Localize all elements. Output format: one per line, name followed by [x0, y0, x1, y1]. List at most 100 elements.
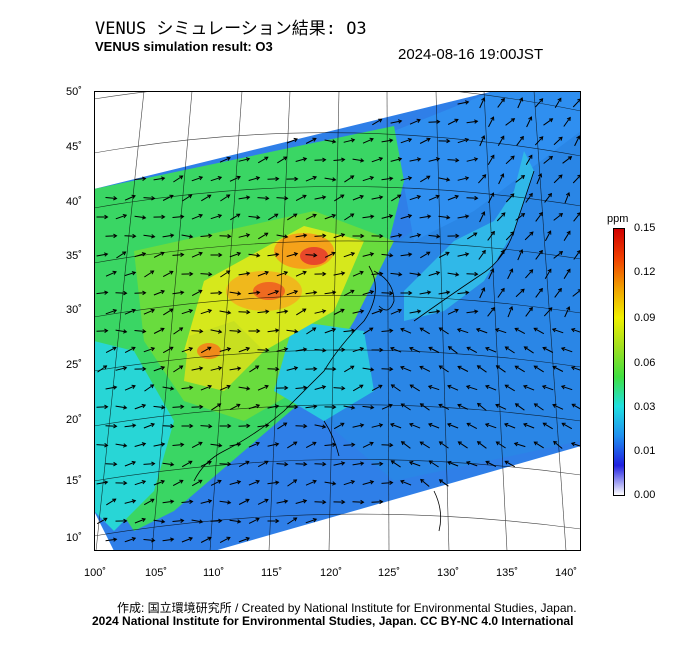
wind-arrow	[238, 425, 250, 427]
wind-arrow-head	[161, 405, 166, 410]
wind-arrow	[248, 404, 260, 410]
wind-arrow	[477, 441, 487, 449]
wind-arrow	[561, 385, 573, 391]
lat-label: 10˚	[66, 532, 82, 544]
wind-arrow	[124, 309, 136, 315]
wind-arrow-head	[455, 233, 460, 239]
wind-arrow-head	[180, 290, 185, 295]
wind-arrow	[553, 441, 563, 449]
wind-arrow-head	[551, 328, 557, 333]
wind-arrow	[572, 289, 581, 297]
wind-arrow-head	[558, 174, 563, 179]
wind-arrow-head	[528, 154, 533, 159]
wind-arrow-head	[218, 252, 223, 258]
wind-arrow-head	[378, 308, 384, 314]
wind-arrow	[144, 384, 154, 392]
wind-arrow-head	[359, 270, 364, 275]
wind-arrow	[371, 309, 383, 315]
wind-arrow-head	[513, 442, 519, 447]
wind-arrow	[457, 328, 469, 334]
wind-arrow	[286, 290, 298, 296]
wind-arrow	[162, 425, 174, 427]
wind-arrow-head	[245, 233, 251, 238]
wind-arrow	[134, 330, 146, 332]
wind-arrow-head	[350, 138, 356, 143]
wind-arrow	[143, 309, 155, 315]
wind-arrow	[371, 501, 383, 503]
wind-arrow-head	[160, 327, 165, 332]
wind-arrow-head	[360, 461, 365, 466]
wind-arrow	[210, 176, 222, 182]
wind-arrow	[457, 366, 469, 372]
wind-arrow-head	[494, 328, 500, 333]
wind-arrow	[200, 309, 212, 315]
wind-arrow	[172, 291, 184, 295]
wind-arrow-head	[490, 230, 495, 236]
wind-arrow-head	[275, 176, 280, 182]
wind-arrow	[448, 346, 458, 354]
wind-arrow-head	[428, 460, 433, 465]
wind-arrow-head	[416, 309, 422, 314]
wind-arrow-head	[547, 268, 552, 273]
wind-arrow	[238, 272, 250, 276]
wind-arrow-head	[207, 309, 213, 314]
wind-arrow	[200, 346, 212, 354]
wind-arrow-head	[245, 346, 251, 352]
wind-arrow	[276, 463, 288, 465]
wind-arrow-head	[500, 135, 505, 140]
wind-arrow	[525, 193, 533, 203]
wind-arrow	[553, 136, 563, 146]
wind-arrow	[182, 194, 192, 202]
wind-arrow-head	[131, 271, 137, 276]
wind-arrow-head	[504, 460, 509, 465]
wind-arrow	[476, 328, 488, 334]
wind-arrow-head	[179, 479, 184, 484]
wind-arrow	[314, 196, 326, 200]
wind-arrow-head	[102, 365, 108, 370]
wind-arrow	[173, 365, 183, 373]
wind-arrow-head	[264, 384, 269, 389]
wind-arrow	[324, 444, 336, 446]
wind-arrow	[200, 385, 212, 391]
wind-arrow	[371, 273, 383, 275]
wind-arrow-head	[509, 268, 514, 273]
wind-arrow-head	[218, 443, 223, 448]
wind-arrow-head	[123, 405, 128, 410]
wind-arrow-head	[189, 423, 194, 429]
wind-arrow-head	[553, 440, 558, 445]
wind-arrow	[105, 425, 117, 427]
wind-arrow-head	[131, 384, 136, 389]
wind-arrow-head	[302, 347, 308, 352]
wind-arrow-head	[552, 403, 557, 408]
wind-arrow-head	[465, 385, 471, 390]
wind-arrow-head	[256, 290, 261, 295]
wind-arrow-head	[504, 422, 509, 428]
wind-arrow	[333, 159, 345, 161]
wind-arrow-head	[160, 251, 165, 256]
wind-arrow-head	[113, 423, 118, 429]
wind-arrow	[324, 291, 336, 295]
wind-arrow	[514, 442, 526, 448]
wind-arrow	[305, 176, 317, 182]
wind-arrow-head	[359, 309, 365, 314]
wind-arrow	[516, 136, 524, 146]
wind-arrow	[420, 251, 430, 259]
wind-arrow-head	[400, 441, 406, 446]
wind-arrow-head	[445, 177, 451, 182]
wind-arrow-head	[369, 441, 374, 446]
wind-arrow-head	[113, 196, 118, 201]
wind-arrow	[505, 384, 515, 392]
wind-arrow-head	[407, 138, 413, 143]
wind-arrow	[210, 520, 222, 522]
wind-arrow-head	[379, 461, 384, 467]
wind-arrow-head	[122, 366, 128, 371]
wind-arrow-head	[340, 422, 345, 427]
wind-arrow	[563, 231, 571, 241]
wind-arrow	[524, 231, 534, 241]
wind-arrow	[488, 116, 494, 128]
wind-arrow-head	[245, 157, 251, 162]
wind-arrow	[324, 177, 336, 181]
wind-arrow	[526, 116, 532, 128]
wind-arrow	[257, 460, 269, 468]
coastline-china	[193, 265, 376, 482]
